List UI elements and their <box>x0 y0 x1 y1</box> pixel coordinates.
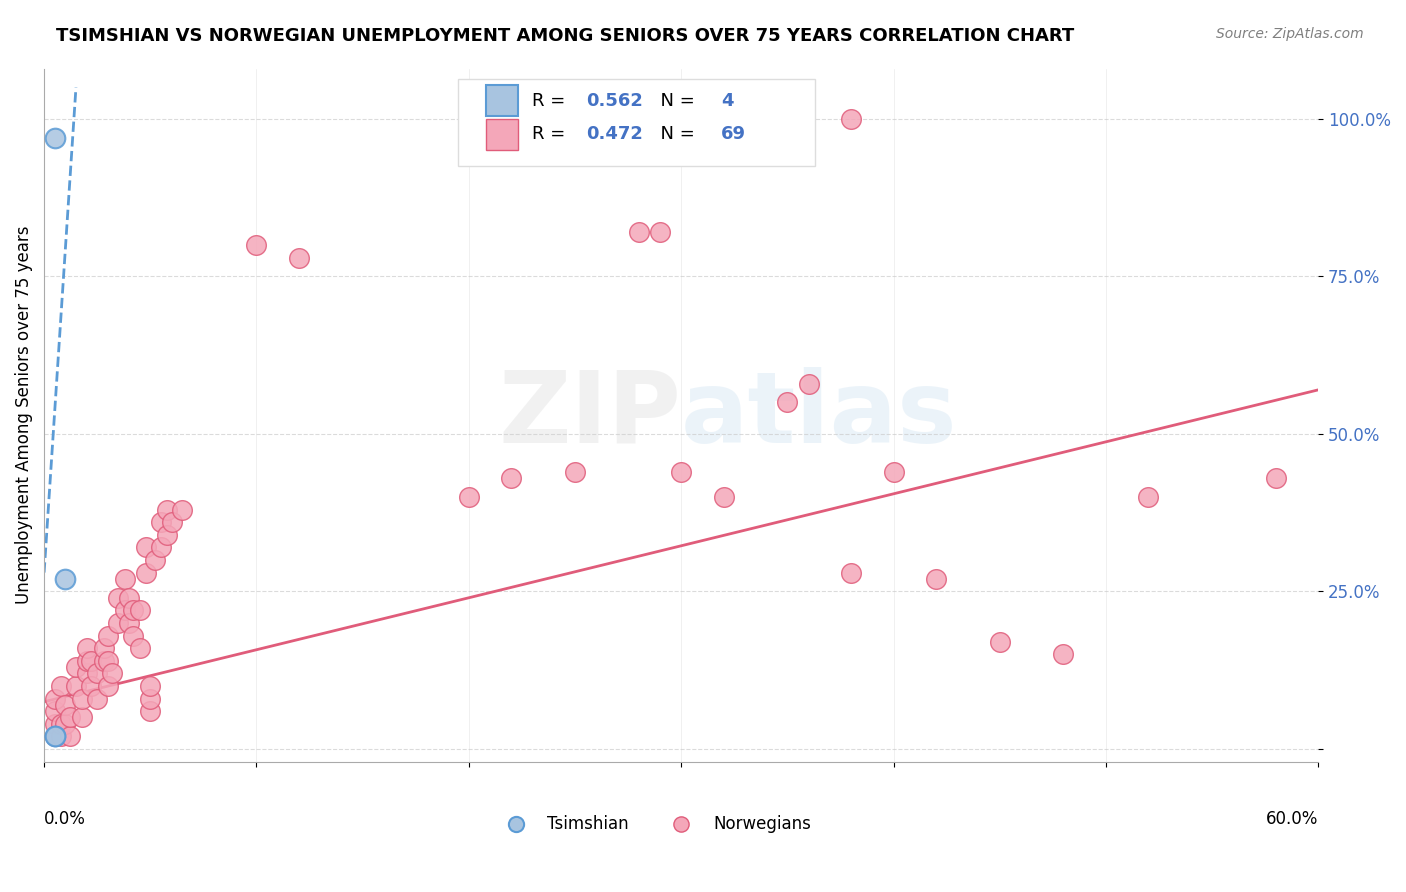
Text: TSIMSHIAN VS NORWEGIAN UNEMPLOYMENT AMONG SENIORS OVER 75 YEARS CORRELATION CHAR: TSIMSHIAN VS NORWEGIAN UNEMPLOYMENT AMON… <box>56 27 1074 45</box>
Point <box>72 710 94 724</box>
Text: R =: R = <box>531 92 571 110</box>
Text: N =: N = <box>650 125 700 144</box>
Point <box>564 465 586 479</box>
Point <box>627 225 650 239</box>
Point <box>53 572 76 586</box>
Point <box>44 691 66 706</box>
Point <box>776 395 799 409</box>
Point <box>818 798 841 813</box>
Point <box>97 654 120 668</box>
Point <box>107 615 129 630</box>
Point <box>122 629 145 643</box>
Point <box>53 716 76 731</box>
Point <box>1137 490 1160 504</box>
Point <box>72 691 94 706</box>
Point <box>49 716 72 731</box>
Point <box>76 654 98 668</box>
Text: R =: R = <box>531 125 571 144</box>
Text: 4: 4 <box>721 92 733 110</box>
Point <box>457 490 479 504</box>
Point <box>118 615 141 630</box>
Point <box>501 471 523 485</box>
Point <box>93 654 115 668</box>
Y-axis label: Unemployment Among Seniors over 75 years: Unemployment Among Seniors over 75 years <box>15 226 32 604</box>
Point <box>128 641 150 656</box>
Point <box>114 603 136 617</box>
Point <box>44 131 66 145</box>
Point <box>245 238 267 252</box>
Point <box>58 730 80 744</box>
Point <box>44 730 66 744</box>
Point <box>883 465 905 479</box>
Point <box>135 541 157 555</box>
Text: Norwegians: Norwegians <box>713 815 811 833</box>
Point <box>288 251 311 265</box>
Point <box>107 591 129 605</box>
Text: 0.562: 0.562 <box>586 92 643 110</box>
Point <box>139 704 162 718</box>
Point <box>925 572 948 586</box>
Point <box>713 490 735 504</box>
Point <box>1052 648 1074 662</box>
Point <box>839 566 862 580</box>
Point <box>97 629 120 643</box>
Point <box>44 716 66 731</box>
Point <box>76 666 98 681</box>
FancyBboxPatch shape <box>486 86 517 117</box>
Point <box>135 566 157 580</box>
Point <box>648 225 671 239</box>
Point <box>172 502 194 516</box>
Text: 60.0%: 60.0% <box>1265 810 1319 828</box>
Point <box>143 553 166 567</box>
Point <box>65 660 87 674</box>
Point <box>80 679 103 693</box>
Point <box>101 666 124 681</box>
FancyBboxPatch shape <box>486 119 517 150</box>
Point <box>1095 798 1118 813</box>
Point <box>160 515 183 529</box>
Point <box>149 515 172 529</box>
Text: 69: 69 <box>721 125 745 144</box>
Point <box>86 666 108 681</box>
Point <box>1264 471 1286 485</box>
Point <box>97 679 120 693</box>
Point <box>988 635 1011 649</box>
Point <box>797 376 820 391</box>
Point <box>128 603 150 617</box>
Point <box>49 679 72 693</box>
Point <box>839 112 862 126</box>
Point <box>44 730 66 744</box>
Text: Source: ZipAtlas.com: Source: ZipAtlas.com <box>1216 27 1364 41</box>
Point <box>118 591 141 605</box>
Point <box>114 572 136 586</box>
Point <box>156 502 179 516</box>
Point <box>44 730 66 744</box>
Point <box>65 679 87 693</box>
Text: Tsimshian: Tsimshian <box>547 815 628 833</box>
Text: ZIP: ZIP <box>498 367 681 464</box>
Text: N =: N = <box>650 92 700 110</box>
Text: 0.472: 0.472 <box>586 125 643 144</box>
Point <box>139 691 162 706</box>
Point <box>53 698 76 712</box>
Point <box>58 710 80 724</box>
Text: atlas: atlas <box>681 367 957 464</box>
Point <box>149 541 172 555</box>
Point <box>139 679 162 693</box>
Point <box>122 603 145 617</box>
FancyBboxPatch shape <box>458 78 815 166</box>
Point <box>76 641 98 656</box>
Point <box>80 654 103 668</box>
Point <box>44 704 66 718</box>
Text: 0.0%: 0.0% <box>44 810 86 828</box>
Point <box>156 528 179 542</box>
Point <box>86 691 108 706</box>
Point <box>93 641 115 656</box>
Point <box>669 465 692 479</box>
Point <box>49 730 72 744</box>
